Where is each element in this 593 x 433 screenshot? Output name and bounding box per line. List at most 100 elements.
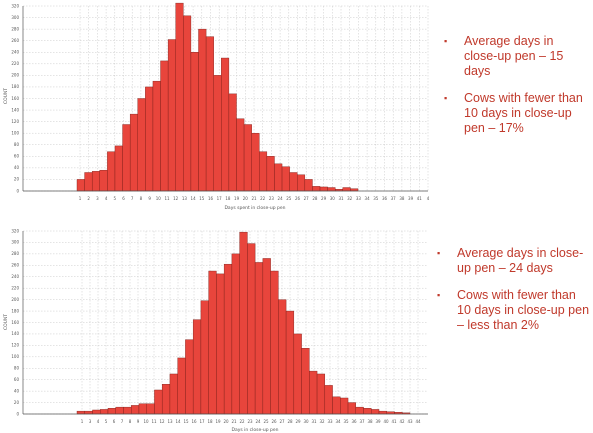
note-item: ▪ Average days in close-up pen – 24 days bbox=[435, 246, 590, 276]
histogram-bar bbox=[183, 15, 192, 192]
histogram-bar bbox=[213, 75, 222, 192]
x-tick-label: 3 bbox=[96, 196, 99, 201]
y-tick-label: 280 bbox=[11, 26, 19, 31]
y-tick-label: 220 bbox=[11, 285, 19, 290]
y-tick-label: 80 bbox=[14, 366, 20, 371]
x-tick-label: 35 bbox=[373, 196, 379, 201]
note-text: Cows with fewer than 10 days in close-up… bbox=[457, 288, 590, 332]
y-tick-label: 60 bbox=[14, 377, 20, 382]
note-text: Average days in close-up pen – 15 days bbox=[464, 34, 564, 78]
x-tick-label: 17 bbox=[199, 419, 205, 424]
y-tick-label: 20 bbox=[14, 177, 20, 182]
y-tick-label: 260 bbox=[11, 263, 19, 268]
x-tick-label: 23 bbox=[269, 196, 275, 201]
x-tick-label: 9 bbox=[137, 419, 140, 424]
y-tick-label: 80 bbox=[14, 142, 20, 147]
y-axis-title: COUNT bbox=[3, 314, 9, 330]
histogram-bar bbox=[312, 186, 321, 192]
note-item: ▪ Cows with fewer than 10 days in close-u… bbox=[442, 91, 590, 136]
x-tick-label: 14 bbox=[175, 419, 181, 424]
note-text: Cows with fewer than 10 days in close-up… bbox=[464, 91, 583, 135]
y-tick-label: 160 bbox=[11, 320, 19, 325]
x-tick-label: 21 bbox=[231, 419, 237, 424]
x-tick-label: 7 bbox=[121, 419, 124, 424]
histogram-bar bbox=[309, 370, 318, 415]
histogram-bar bbox=[100, 409, 109, 415]
histogram-bar bbox=[231, 253, 240, 415]
x-tick-label: 17 bbox=[217, 196, 223, 201]
histogram-bar bbox=[114, 145, 123, 192]
y-tick-label: 180 bbox=[11, 308, 19, 313]
histogram-bar bbox=[91, 171, 100, 192]
x-tick-label: 41 bbox=[417, 196, 423, 201]
x-tick-label: 36 bbox=[382, 196, 388, 201]
y-tick-label: 300 bbox=[11, 15, 19, 20]
y-tick-label: 120 bbox=[11, 343, 19, 348]
x-tick-label: 20 bbox=[223, 419, 229, 424]
y-tick-label: 240 bbox=[11, 274, 19, 279]
x-tick-label: 38 bbox=[399, 196, 405, 201]
x-tick-label: 29 bbox=[321, 196, 327, 201]
x-tick-label: 19 bbox=[234, 196, 240, 201]
notes-top: ▪ Average days in close-up pen – 15 days … bbox=[442, 34, 590, 148]
histogram-bar bbox=[198, 28, 207, 192]
histogram-bar bbox=[145, 86, 154, 192]
histogram-bar bbox=[228, 93, 237, 192]
histogram-bar bbox=[363, 408, 372, 415]
x-tick-label: 42 bbox=[399, 419, 405, 424]
x-tick-label: 22 bbox=[260, 196, 266, 201]
x-tick-label: 30 bbox=[303, 419, 309, 424]
histogram-bar bbox=[92, 409, 101, 415]
histogram-bar bbox=[316, 373, 326, 415]
x-tick-label: 9 bbox=[148, 196, 151, 201]
x-tick-label: 6 bbox=[113, 419, 116, 424]
bullet-icon: ▪ bbox=[437, 290, 441, 300]
histogram-bar bbox=[355, 406, 364, 415]
histogram-bar bbox=[123, 406, 132, 415]
histogram-bar bbox=[177, 357, 186, 415]
x-tick-label: 31 bbox=[311, 419, 317, 424]
histogram-bar bbox=[347, 402, 356, 415]
histogram-chart-top: 0204060801001201401601802002202402602803… bbox=[3, 2, 430, 211]
histogram-bar bbox=[342, 187, 351, 192]
x-tick-label: 2 bbox=[87, 196, 90, 201]
x-tick-label: 39 bbox=[375, 419, 381, 424]
histogram-bar bbox=[297, 174, 306, 192]
x-tick-label: 15 bbox=[183, 419, 189, 424]
histogram-bar bbox=[327, 187, 336, 192]
x-tick-label: 11 bbox=[151, 419, 157, 424]
x-tick-label: 15 bbox=[199, 196, 205, 201]
x-tick-label: 8 bbox=[140, 196, 143, 201]
x-tick-label: 16 bbox=[191, 419, 197, 424]
x-tick-label: 12 bbox=[173, 196, 179, 201]
plot-area: 0204060801001201401601802002202402602803… bbox=[11, 228, 428, 424]
histogram-bar bbox=[190, 52, 199, 192]
x-tick-label: 12 bbox=[159, 419, 165, 424]
y-tick-label: 140 bbox=[11, 331, 19, 336]
histogram-bar bbox=[205, 36, 214, 192]
histogram-bar bbox=[208, 270, 217, 415]
x-tick-label: 13 bbox=[182, 196, 188, 201]
x-tick-label: 24 bbox=[255, 419, 261, 424]
x-tick-label: 4 bbox=[105, 196, 108, 201]
histogram-bar bbox=[259, 151, 268, 192]
x-tick-label: 27 bbox=[304, 196, 310, 201]
histogram-bar bbox=[107, 408, 116, 415]
histogram-bar bbox=[304, 179, 313, 192]
bullet-icon: ▪ bbox=[444, 36, 448, 46]
histogram-bar bbox=[107, 151, 116, 192]
y-tick-label: 100 bbox=[11, 354, 19, 359]
histogram-bar bbox=[319, 186, 328, 192]
histogram-bar bbox=[84, 172, 93, 192]
histogram-bar bbox=[254, 262, 264, 415]
x-tick-label: 19 bbox=[215, 419, 221, 424]
y-tick-label: 40 bbox=[14, 165, 20, 170]
x-tick-label: 33 bbox=[327, 419, 333, 424]
y-tick-label: 0 bbox=[16, 411, 19, 416]
x-tick-label: 26 bbox=[271, 419, 277, 424]
x-tick-label: 41 bbox=[391, 419, 397, 424]
x-tick-label: 8 bbox=[129, 419, 132, 424]
x-tick-label: 28 bbox=[312, 196, 318, 201]
histogram-bar bbox=[332, 396, 341, 415]
bullet-icon: ▪ bbox=[437, 248, 441, 258]
